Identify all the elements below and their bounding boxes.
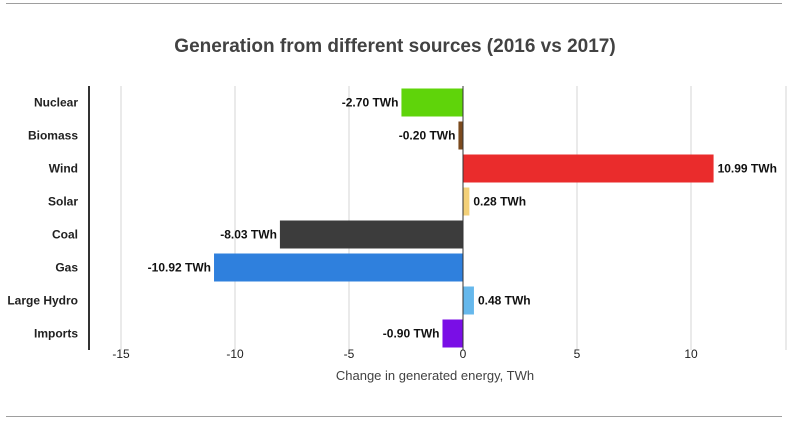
bar-gas xyxy=(214,253,463,282)
data-label: -0.20 TWh xyxy=(399,129,456,143)
data-label: 10.99 TWh xyxy=(718,162,777,176)
bottom-rule xyxy=(6,416,782,417)
top-rule xyxy=(6,3,782,4)
bar-nuclear xyxy=(401,88,463,117)
x-tick-label: -10 xyxy=(226,347,244,361)
data-label: -2.70 TWh xyxy=(342,96,399,110)
category-label: Biomass xyxy=(28,129,78,143)
data-label: -10.92 TWh xyxy=(148,261,211,275)
chart-title: Generation from different sources (2016 … xyxy=(174,36,615,57)
category-label: Coal xyxy=(52,228,78,242)
bar-imports xyxy=(442,319,463,348)
category-label: Wind xyxy=(49,162,78,176)
x-tick-label: -15 xyxy=(112,347,130,361)
x-tick-label: 0 xyxy=(460,347,467,361)
category-label: Nuclear xyxy=(34,96,78,110)
category-label: Large Hydro xyxy=(7,294,78,308)
bar-large-hydro xyxy=(463,286,474,315)
data-label: -0.90 TWh xyxy=(383,327,440,341)
x-tick-label: 10 xyxy=(684,347,698,361)
category-label: Solar xyxy=(48,195,78,209)
x-tick-label: 5 xyxy=(574,347,581,361)
bar-coal xyxy=(279,220,463,249)
data-label: 0.48 TWh xyxy=(478,294,531,308)
category-label: Imports xyxy=(34,327,78,341)
bar-biomass xyxy=(458,121,463,150)
bar-wind xyxy=(463,154,714,183)
category-label: Gas xyxy=(55,261,78,275)
data-label: 0.28 TWh xyxy=(473,195,526,209)
x-axis-label: Change in generated energy, TWh xyxy=(336,368,534,383)
x-tick-label: -5 xyxy=(344,347,355,361)
data-label: -8.03 TWh xyxy=(220,228,277,242)
bar-solar xyxy=(463,187,470,216)
